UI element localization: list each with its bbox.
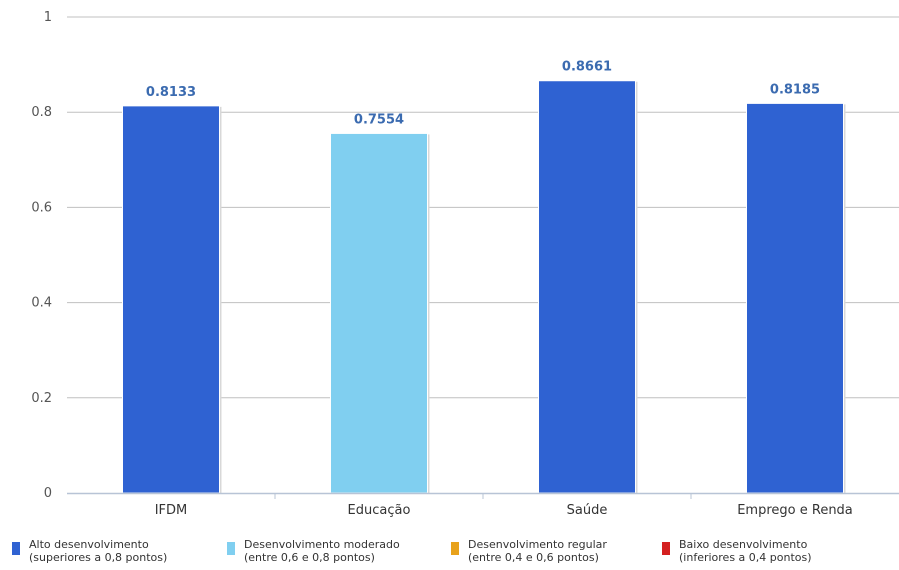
y-tick-label: 1 — [44, 10, 52, 25]
x-tick-label: IFDM — [155, 503, 188, 518]
bar-value-label: 0.8133 — [146, 85, 196, 100]
bar-value-label: 0.8185 — [770, 82, 820, 97]
x-tick-label: Saúde — [567, 503, 608, 518]
y-tick-label: 0.4 — [31, 296, 52, 311]
bars — [122, 80, 846, 494]
legend: Alto desenvolvimento (superiores a 0,8 p… — [12, 538, 892, 570]
legend-label-moderado: Desenvolvimento moderado — [244, 538, 400, 551]
bar-value-label: 0.8661 — [562, 60, 612, 75]
legend-label-regular: Desenvolvimento regular — [468, 538, 607, 551]
bar-chart: 00.20.40.60.81 0.81330.75540.86610.8185 … — [31, 10, 899, 518]
legend-swatch-baixo — [662, 542, 670, 555]
x-tick-label: Educação — [348, 503, 411, 518]
bar[interactable] — [538, 80, 636, 494]
y-tick-label: 0.8 — [31, 105, 52, 120]
legend-swatch-moderado — [227, 542, 235, 555]
legend-label-alto: Alto desenvolvimento — [29, 538, 149, 551]
y-tick-label: 0 — [44, 486, 52, 501]
legend-sublabel-alto: (superiores a 0,8 pontos) — [29, 551, 168, 564]
y-tick-label: 0.2 — [31, 391, 52, 406]
bar[interactable] — [122, 105, 220, 494]
legend-item-baixo[interactable]: Baixo desenvolvimento (inferiores a 0,4 … — [662, 538, 812, 564]
bar-value-label: 0.7554 — [354, 112, 404, 127]
legend-item-moderado[interactable]: Desenvolvimento moderado (entre 0,6 e 0,… — [227, 538, 400, 564]
legend-sublabel-moderado: (entre 0,6 e 0,8 pontos) — [244, 551, 375, 564]
bar[interactable] — [330, 132, 428, 494]
legend-item-alto[interactable]: Alto desenvolvimento (superiores a 0,8 p… — [12, 538, 167, 564]
legend-sublabel-baixo: (inferiores a 0,4 pontos) — [679, 551, 812, 564]
legend-sublabel-regular: (entre 0,4 e 0,6 pontos) — [468, 551, 599, 564]
y-axis-ticks: 0 0.2 0.4 0.6 0.8 1 — [31, 10, 52, 501]
legend-swatch-regular — [451, 542, 459, 555]
data-labels: 0.8133 0.7554 0.8661 0.8185 — [146, 60, 820, 128]
x-axis: IFDM Educação Saúde Emprego e Renda — [67, 492, 899, 518]
y-tick-label: 0.6 — [31, 200, 52, 215]
bar[interactable] — [746, 102, 844, 494]
legend-swatch-alto — [12, 542, 20, 555]
x-tick-label: Emprego e Renda — [737, 503, 853, 518]
legend-label-baixo: Baixo desenvolvimento — [679, 538, 808, 551]
legend-item-regular[interactable]: Desenvolvimento regular (entre 0,4 e 0,6… — [451, 538, 607, 564]
